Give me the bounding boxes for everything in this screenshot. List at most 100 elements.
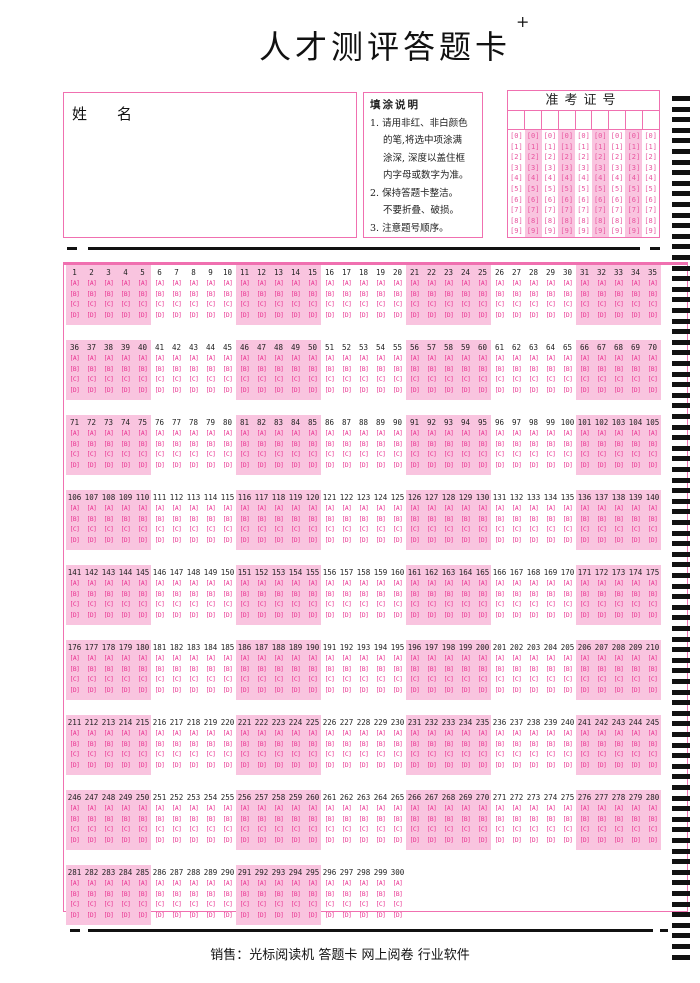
digit-bubble[interactable]: [8] xyxy=(644,216,657,225)
option-bubble-b[interactable]: [B] xyxy=(426,290,437,298)
option-bubble-b[interactable]: [B] xyxy=(86,290,97,298)
option-bubble-c[interactable]: [C] xyxy=(69,901,80,908)
option-bubble-d[interactable]: [D] xyxy=(596,386,607,394)
option-bubble-a[interactable]: [A] xyxy=(307,805,318,812)
option-bubble-c[interactable]: [C] xyxy=(307,751,318,758)
option-bubble-d[interactable]: [D] xyxy=(579,386,590,394)
option-bubble-a[interactable]: [A] xyxy=(409,430,420,437)
digit-bubble[interactable]: [9] xyxy=(644,227,657,236)
digit-bubble[interactable]: [7] xyxy=(560,206,574,215)
option-bubble-c[interactable]: [C] xyxy=(392,826,403,833)
option-bubble-d[interactable]: [D] xyxy=(545,836,556,844)
option-bubble-d[interactable]: [D] xyxy=(171,686,182,694)
option-bubble-c[interactable]: [C] xyxy=(477,451,488,458)
digit-bubble[interactable]: [6] xyxy=(610,195,624,204)
option-bubble-b[interactable]: [B] xyxy=(460,290,471,298)
option-bubble-a[interactable]: [A] xyxy=(392,805,403,812)
option-bubble-d[interactable]: [D] xyxy=(358,611,369,619)
option-bubble-a[interactable]: [A] xyxy=(103,505,114,512)
option-bubble-d[interactable]: [D] xyxy=(120,461,131,469)
option-bubble-c[interactable]: [C] xyxy=(154,376,165,383)
option-bubble-d[interactable]: [D] xyxy=(324,386,335,394)
option-bubble-b[interactable]: [B] xyxy=(256,740,267,748)
option-bubble-c[interactable]: [C] xyxy=(120,751,131,758)
option-bubble-c[interactable]: [C] xyxy=(647,451,658,458)
option-bubble-a[interactable]: [A] xyxy=(154,730,165,737)
option-bubble-a[interactable]: [A] xyxy=(256,505,267,512)
option-bubble-b[interactable]: [B] xyxy=(392,440,403,448)
option-bubble-d[interactable]: [D] xyxy=(494,686,505,694)
option-bubble-b[interactable]: [B] xyxy=(137,365,148,373)
digit-bubble[interactable]: [8] xyxy=(610,216,624,225)
option-bubble-c[interactable]: [C] xyxy=(222,526,233,533)
option-bubble-b[interactable]: [B] xyxy=(290,290,301,298)
option-bubble-c[interactable]: [C] xyxy=(443,301,454,308)
option-bubble-d[interactable]: [D] xyxy=(596,761,607,769)
option-bubble-b[interactable]: [B] xyxy=(307,515,318,523)
option-bubble-a[interactable]: [A] xyxy=(494,430,505,437)
option-bubble-a[interactable]: [A] xyxy=(273,730,284,737)
exam-id-write-cell[interactable] xyxy=(525,111,542,129)
option-bubble-c[interactable]: [C] xyxy=(443,826,454,833)
option-bubble-b[interactable]: [B] xyxy=(613,515,624,523)
option-bubble-d[interactable]: [D] xyxy=(392,836,403,844)
option-bubble-d[interactable]: [D] xyxy=(630,836,641,844)
option-bubble-c[interactable]: [C] xyxy=(409,751,420,758)
option-bubble-a[interactable]: [A] xyxy=(171,355,182,362)
option-bubble-b[interactable]: [B] xyxy=(630,815,641,823)
option-bubble-c[interactable]: [C] xyxy=(443,751,454,758)
option-bubble-d[interactable]: [D] xyxy=(120,611,131,619)
option-bubble-a[interactable]: [A] xyxy=(460,430,471,437)
option-bubble-d[interactable]: [D] xyxy=(358,761,369,769)
option-bubble-d[interactable]: [D] xyxy=(579,686,590,694)
option-bubble-d[interactable]: [D] xyxy=(307,836,318,844)
option-bubble-b[interactable]: [B] xyxy=(477,440,488,448)
option-bubble-a[interactable]: [A] xyxy=(375,430,386,437)
option-bubble-d[interactable]: [D] xyxy=(154,761,165,769)
option-bubble-c[interactable]: [C] xyxy=(528,451,539,458)
option-bubble-b[interactable]: [B] xyxy=(239,290,250,298)
option-bubble-a[interactable]: [A] xyxy=(426,280,437,287)
option-bubble-b[interactable]: [B] xyxy=(86,590,97,598)
option-bubble-a[interactable]: [A] xyxy=(341,655,352,662)
option-bubble-d[interactable]: [D] xyxy=(426,536,437,544)
option-bubble-d[interactable]: [D] xyxy=(120,536,131,544)
option-bubble-b[interactable]: [B] xyxy=(205,890,216,898)
option-bubble-d[interactable]: [D] xyxy=(103,311,114,319)
option-bubble-c[interactable]: [C] xyxy=(562,826,573,833)
option-bubble-c[interactable]: [C] xyxy=(596,826,607,833)
option-bubble-a[interactable]: [A] xyxy=(545,805,556,812)
option-bubble-b[interactable]: [B] xyxy=(392,815,403,823)
option-bubble-b[interactable]: [B] xyxy=(494,665,505,673)
option-bubble-d[interactable]: [D] xyxy=(511,536,522,544)
option-bubble-c[interactable]: [C] xyxy=(239,901,250,908)
option-bubble-b[interactable]: [B] xyxy=(324,440,335,448)
option-bubble-d[interactable]: [D] xyxy=(154,386,165,394)
option-bubble-b[interactable]: [B] xyxy=(324,890,335,898)
option-bubble-b[interactable]: [B] xyxy=(103,890,114,898)
digit-bubble[interactable]: [3] xyxy=(593,163,607,172)
option-bubble-b[interactable]: [B] xyxy=(545,440,556,448)
digit-bubble[interactable]: [0] xyxy=(543,132,557,140)
option-bubble-a[interactable]: [A] xyxy=(596,430,607,437)
option-bubble-d[interactable]: [D] xyxy=(409,536,420,544)
option-bubble-b[interactable]: [B] xyxy=(647,365,658,373)
digit-bubble[interactable]: [9] xyxy=(610,227,624,236)
option-bubble-b[interactable]: [B] xyxy=(647,515,658,523)
option-bubble-b[interactable]: [B] xyxy=(188,440,199,448)
option-bubble-b[interactable]: [B] xyxy=(528,515,539,523)
option-bubble-c[interactable]: [C] xyxy=(239,676,250,683)
option-bubble-c[interactable]: [C] xyxy=(137,901,148,908)
digit-bubble[interactable]: [6] xyxy=(644,195,657,204)
option-bubble-d[interactable]: [D] xyxy=(477,461,488,469)
option-bubble-b[interactable]: [B] xyxy=(290,740,301,748)
option-bubble-d[interactable]: [D] xyxy=(613,611,624,619)
option-bubble-d[interactable]: [D] xyxy=(426,461,437,469)
option-bubble-c[interactable]: [C] xyxy=(171,826,182,833)
option-bubble-c[interactable]: [C] xyxy=(358,376,369,383)
option-bubble-c[interactable]: [C] xyxy=(188,376,199,383)
option-bubble-a[interactable]: [A] xyxy=(137,805,148,812)
option-bubble-a[interactable]: [A] xyxy=(426,355,437,362)
option-bubble-b[interactable]: [B] xyxy=(613,590,624,598)
option-bubble-d[interactable]: [D] xyxy=(358,386,369,394)
